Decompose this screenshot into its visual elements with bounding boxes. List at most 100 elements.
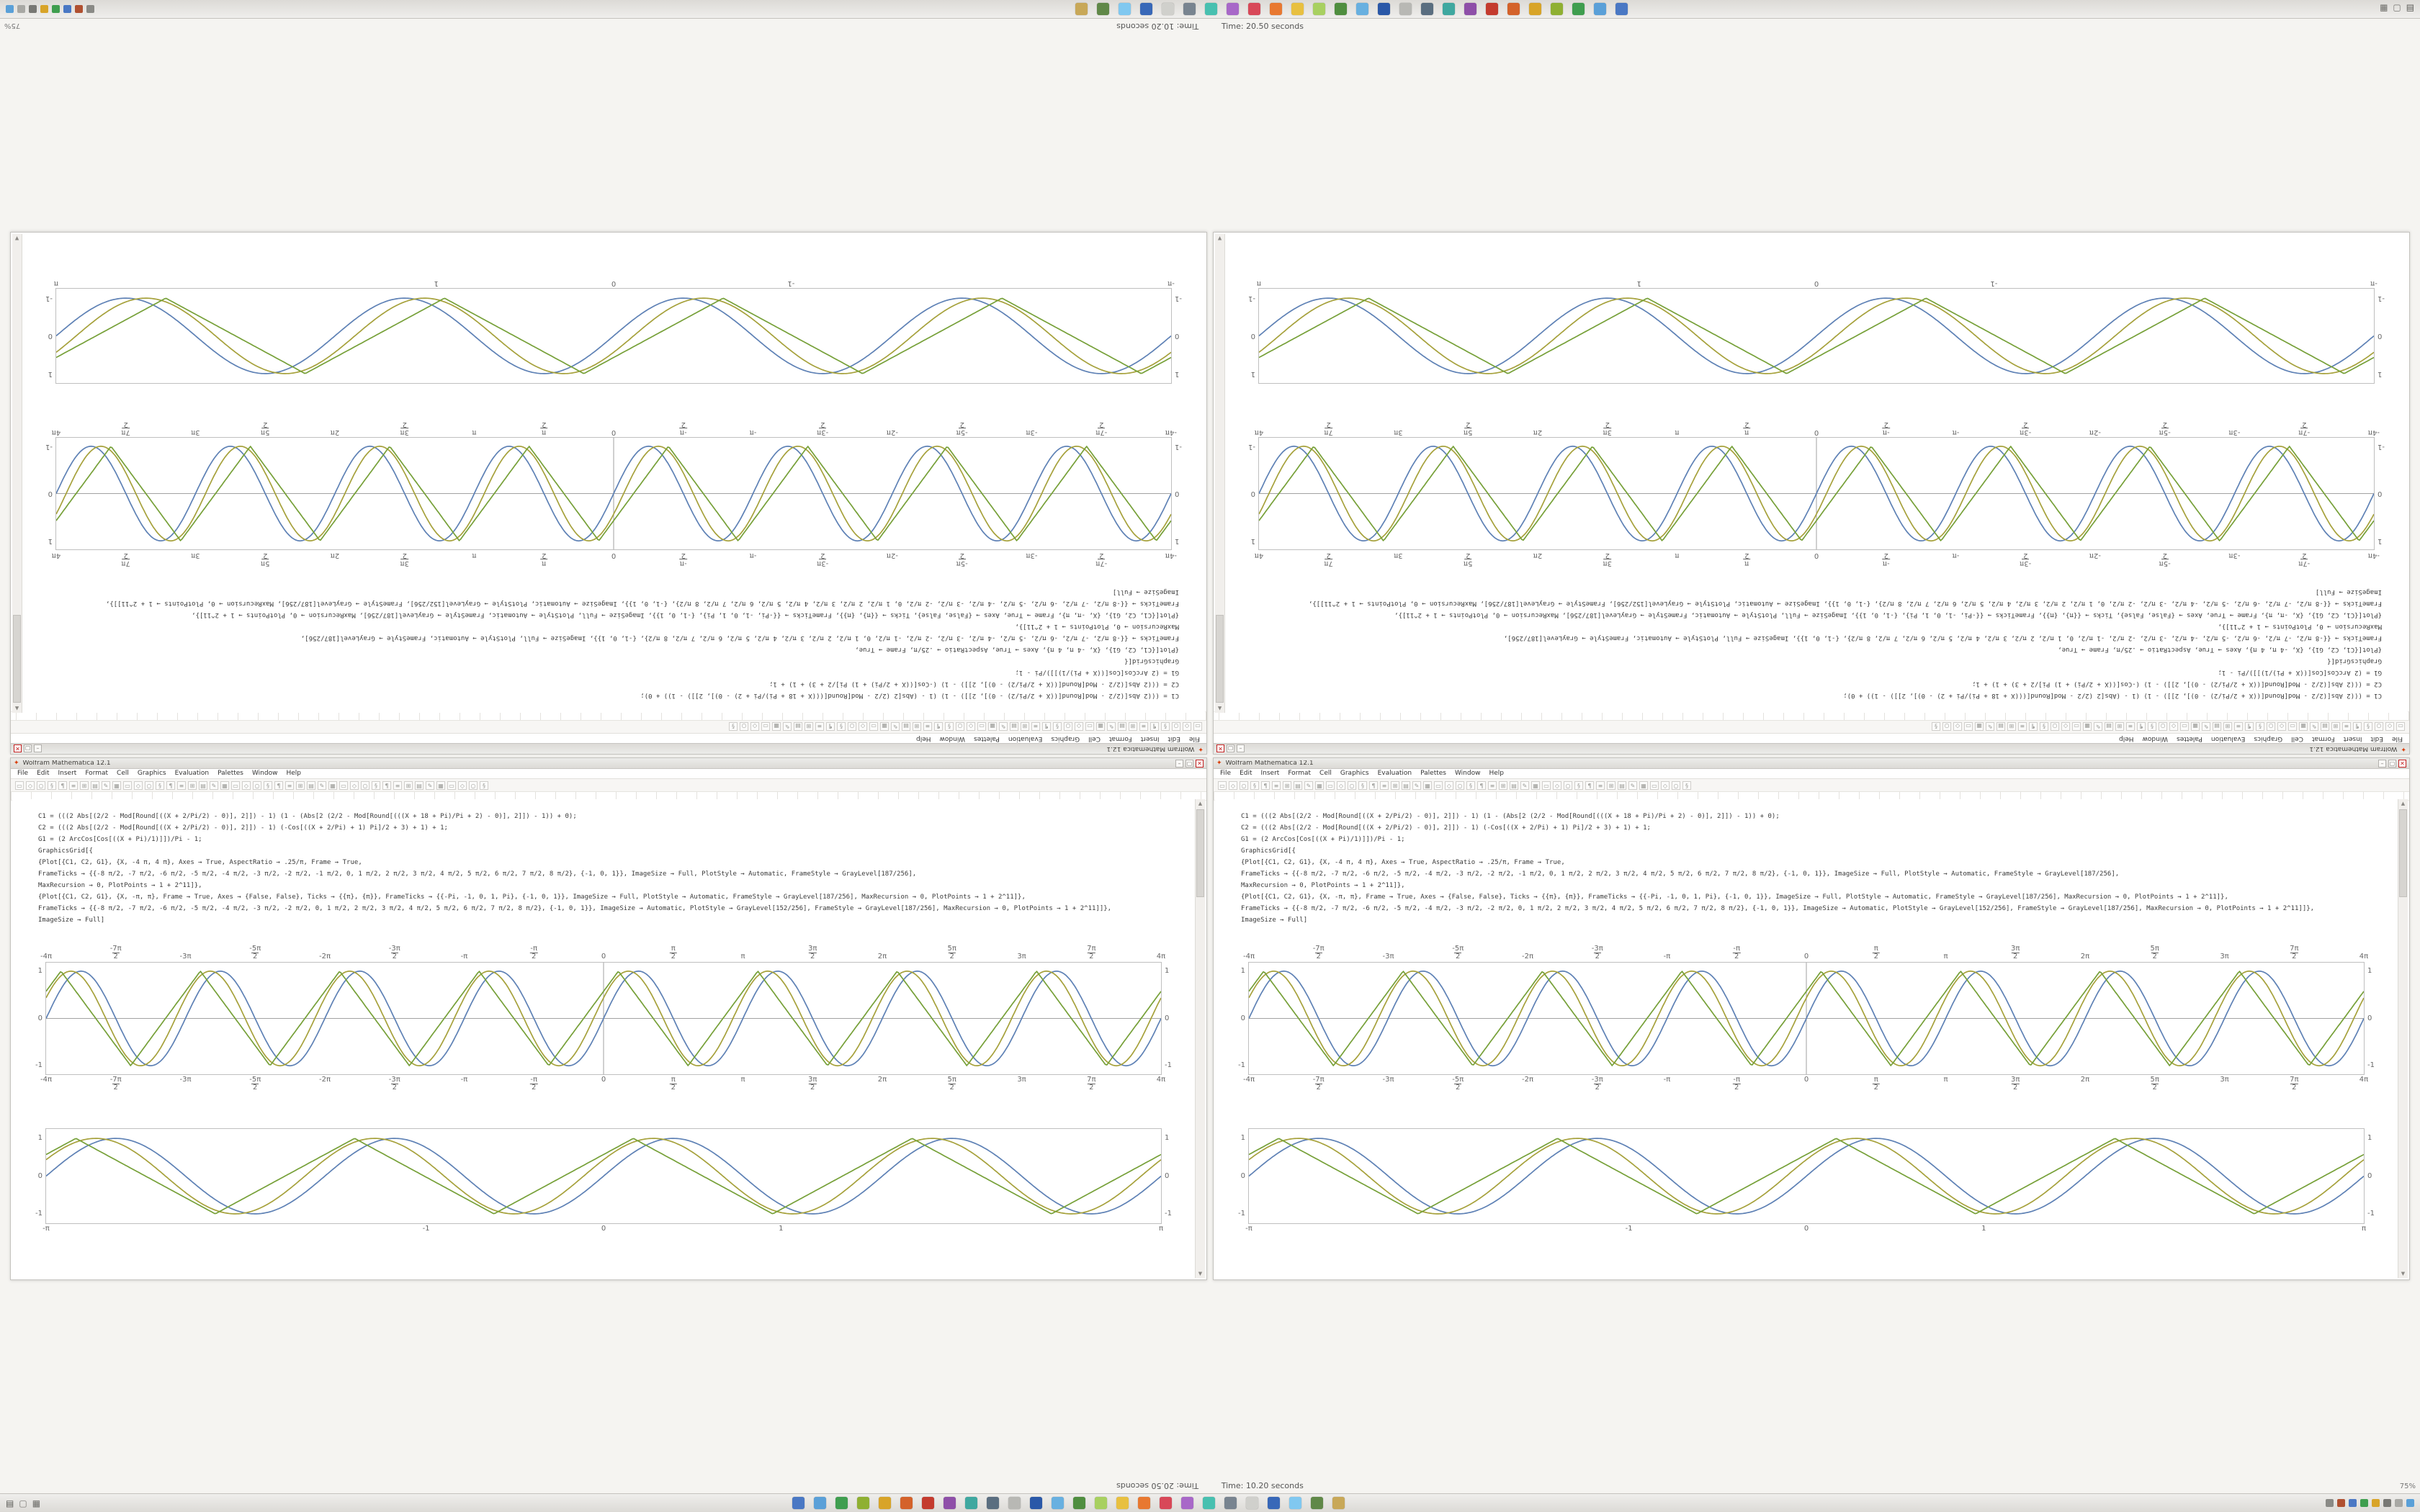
toolbar-button[interactable]: ◇ [2061, 723, 2070, 732]
app-icon[interactable] [1140, 3, 1152, 15]
scroll-thumb[interactable] [1216, 615, 1224, 703]
toolbar-button[interactable]: ▤ [1510, 781, 1518, 790]
toolbar-button[interactable]: ¶ [382, 781, 391, 790]
toolbar-button[interactable]: ▭ [231, 781, 240, 790]
toolbar-button[interactable]: ✎ [1520, 781, 1529, 790]
toolbar-button[interactable]: ○ [2051, 723, 2059, 732]
toolbar-button[interactable]: ⊞ [80, 781, 89, 790]
show-desktop-icon[interactable]: ▢ [2393, 5, 2401, 14]
menu-item-file[interactable]: File [1220, 770, 1231, 777]
toolbar-button[interactable]: ▭ [1218, 781, 1227, 790]
toolbar-button[interactable]: ▤ [1010, 723, 1018, 732]
menu-item-palettes[interactable]: Palettes [1420, 770, 1446, 777]
app-icon[interactable] [857, 1497, 869, 1509]
file-manager-icon[interactable]: ▦ [32, 1499, 40, 1508]
toolbar-button[interactable]: § [156, 781, 164, 790]
toolbar-button[interactable]: ▦ [112, 781, 121, 790]
toolbar-button[interactable]: ◇ [1183, 723, 1191, 732]
toolbar-button[interactable]: ¶ [166, 781, 175, 790]
notebook-content[interactable]: C1 = (((2 Abs[(2/2 - Mod[Round[((X + 2/P… [12, 799, 1195, 1278]
toolbar-button[interactable]: ○ [1942, 723, 1951, 732]
tray-icon[interactable] [2326, 1499, 2334, 1507]
toolbar-button[interactable]: ◇ [2169, 723, 2178, 732]
menu-item-evaluation[interactable]: Evaluation [1378, 770, 1412, 777]
toolbar-button[interactable]: ○ [145, 781, 153, 790]
toolbar-button[interactable]: ✎ [210, 781, 218, 790]
toolbar-button[interactable]: ▭ [2072, 723, 2081, 732]
toolbar-button[interactable]: ◇ [1661, 781, 1670, 790]
menu-item-file[interactable]: File [2392, 735, 2403, 742]
toolbar-button[interactable]: ▭ [15, 781, 24, 790]
toolbar-button[interactable]: ¶ [1042, 723, 1051, 732]
app-icon[interactable] [1464, 3, 1476, 15]
menu-item-cell[interactable]: Cell [117, 770, 129, 777]
menu-item-format[interactable]: Format [1109, 735, 1132, 742]
app-icon[interactable] [1311, 1497, 1323, 1509]
app-icon[interactable] [1119, 3, 1131, 15]
menu-item-evaluation[interactable]: Evaluation [2211, 735, 2246, 742]
close-button[interactable]: ✕ [14, 745, 22, 753]
toolbar-button[interactable]: § [1161, 723, 1170, 732]
toolbar-button[interactable]: ▦ [2083, 723, 2092, 732]
toolbar-button[interactable]: ✎ [1412, 781, 1421, 790]
toolbar-button[interactable]: ○ [37, 781, 45, 790]
toolbar-button[interactable]: ▤ [1618, 781, 1626, 790]
app-icon[interactable] [1205, 3, 1217, 15]
menu-item-format[interactable]: Format [1288, 770, 1311, 777]
toolbar-button[interactable]: ⊞ [1499, 781, 1507, 790]
toolbar-button[interactable]: § [2364, 723, 2372, 732]
maximize-button[interactable]: ▢ [1227, 745, 1234, 753]
menu-item-insert[interactable]: Insert [1141, 735, 1160, 742]
code-cell[interactable]: C1 = (((2 Abs[(2/2 - Mod[Round[((X + 2/P… [1215, 799, 2398, 926]
show-desktop-icon[interactable]: ▢ [19, 1499, 27, 1508]
toolbar-button[interactable]: ⊞ [188, 781, 197, 790]
menu-item-window[interactable]: Window [1455, 770, 1481, 777]
app-icon[interactable] [1227, 3, 1239, 15]
toolbar-button[interactable]: § [1358, 781, 1367, 790]
tray-icon[interactable] [40, 5, 48, 13]
menu-item-format[interactable]: Format [2312, 735, 2335, 742]
toolbar-button[interactable]: ⊞ [2115, 723, 2124, 732]
toolbar-button[interactable]: ◇ [1553, 781, 1561, 790]
toolbar-button[interactable]: ≡ [1272, 781, 1281, 790]
toolbar-button[interactable]: ¶ [2137, 723, 2146, 732]
toolbar-button[interactable]: ≡ [1488, 781, 1497, 790]
window-titlebar[interactable]: ✦ Wolfram Mathematica 12.1 – ▢ ✕ [11, 758, 1206, 769]
menu-item-edit[interactable]: Edit [37, 770, 49, 777]
menu-item-file[interactable]: File [1189, 735, 1200, 742]
scroll-up-button[interactable]: ▲ [2398, 799, 2408, 808]
toolbar-button[interactable]: ○ [2375, 723, 2383, 732]
scroll-up-button[interactable]: ▲ [12, 704, 22, 713]
toolbar-button[interactable]: ✎ [102, 781, 110, 790]
toolbar-button[interactable]: ¶ [934, 723, 943, 732]
start-menu-icon[interactable]: ▤ [2406, 5, 2414, 14]
app-icon[interactable] [1507, 3, 1520, 15]
toolbar-button[interactable]: ✎ [1304, 781, 1313, 790]
vertical-scrollbar[interactable]: ▲ ▼ [2398, 799, 2408, 1278]
toolbar-button[interactable]: ¶ [58, 781, 67, 790]
app-icon[interactable] [1224, 1497, 1237, 1509]
app-icon[interactable] [1332, 1497, 1345, 1509]
menu-item-evaluation[interactable]: Evaluation [175, 770, 210, 777]
toolbar-button[interactable]: ▤ [2213, 723, 2221, 732]
menu-item-graphics[interactable]: Graphics [138, 770, 166, 777]
tray-icon[interactable] [2406, 1499, 2414, 1507]
toolbar-button[interactable]: § [1682, 781, 1691, 790]
toolbar-button[interactable]: ▤ [1996, 723, 2005, 732]
toolbar-button[interactable]: ▭ [447, 781, 456, 790]
toolbar-button[interactable]: ▭ [2180, 723, 2189, 732]
toolbar-button[interactable]: ▤ [91, 781, 99, 790]
tray-icon[interactable] [2349, 1499, 2357, 1507]
toolbar-button[interactable]: § [837, 723, 846, 732]
toolbar-button[interactable]: ○ [1064, 723, 1072, 732]
app-icon[interactable] [1095, 1497, 1107, 1509]
toolbar-button[interactable]: ▤ [199, 781, 207, 790]
tray-icon[interactable] [2383, 1499, 2391, 1507]
toolbar-button[interactable]: ○ [740, 723, 748, 732]
app-icon[interactable] [1551, 3, 1563, 15]
toolbar-button[interactable]: ▭ [977, 723, 986, 732]
toolbar-button[interactable]: § [48, 781, 56, 790]
app-icon[interactable] [1486, 3, 1498, 15]
scroll-thumb[interactable] [2399, 809, 2407, 897]
toolbar-button[interactable]: ▦ [772, 723, 781, 732]
